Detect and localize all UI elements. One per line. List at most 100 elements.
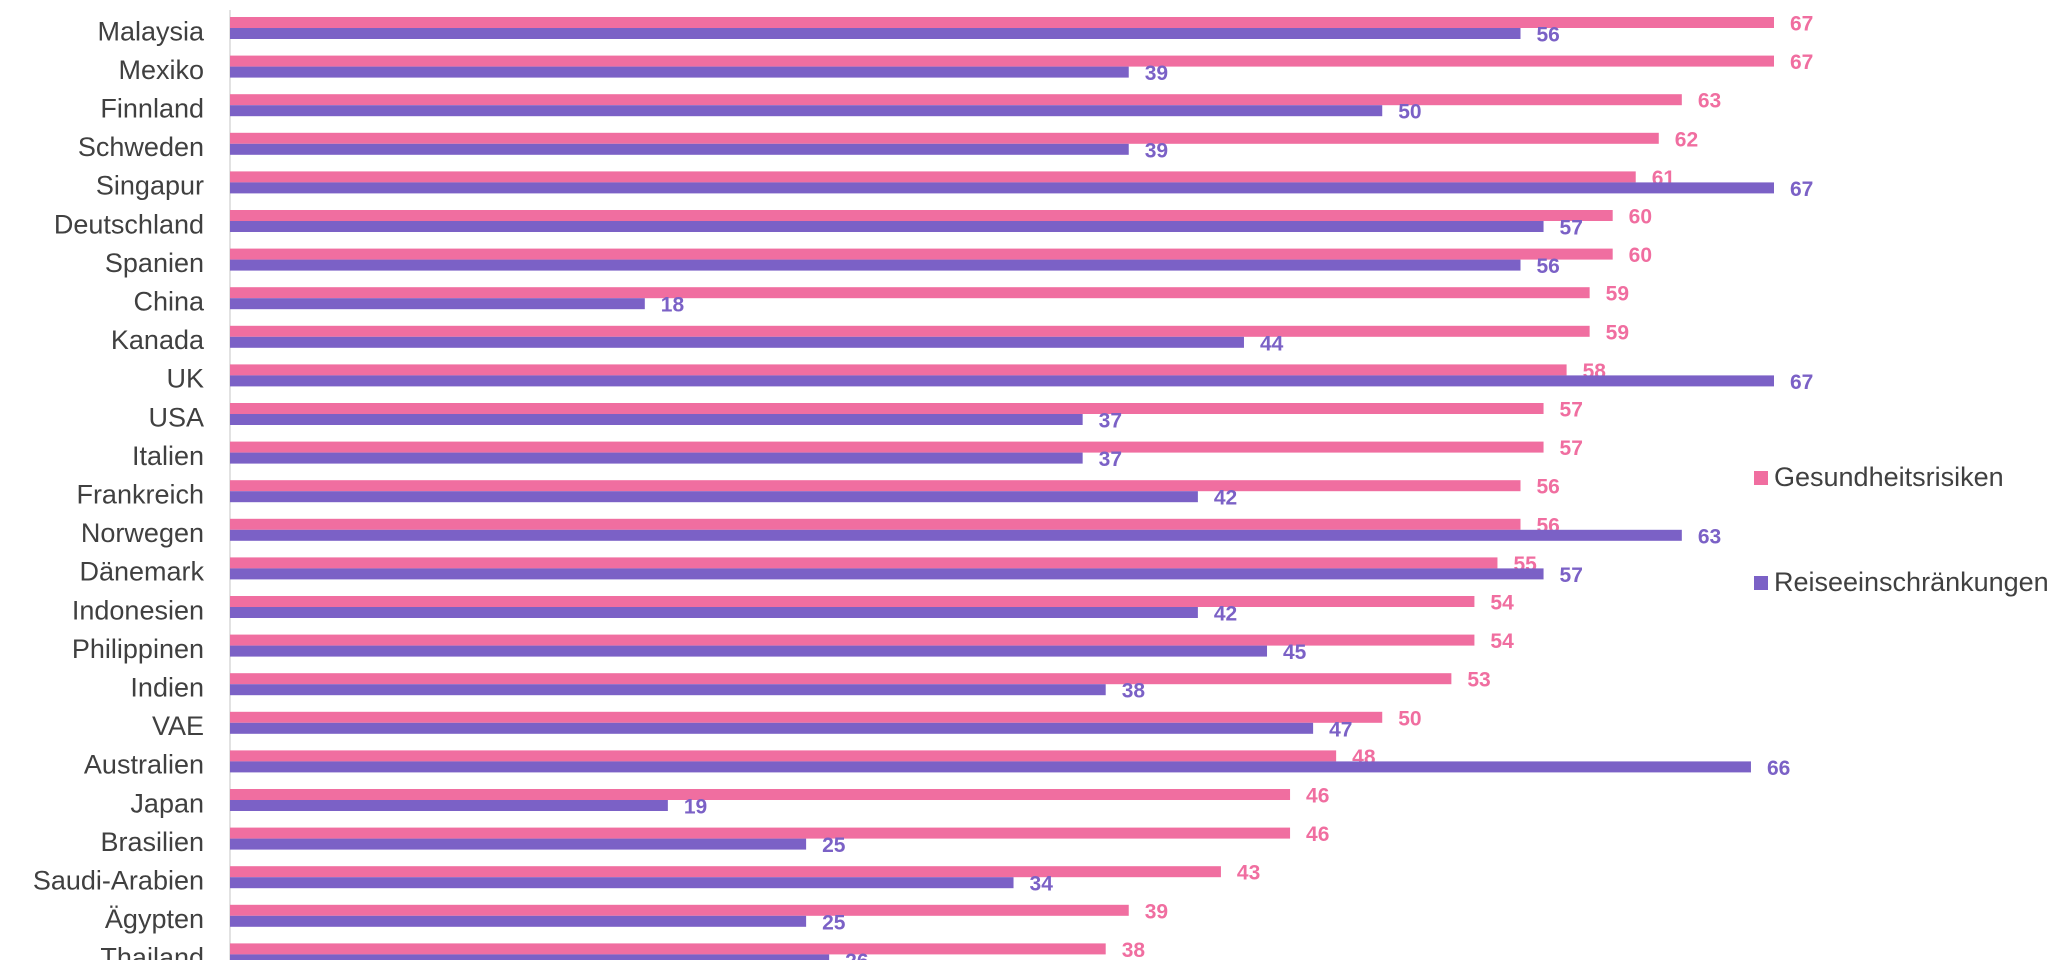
bar-reiseeinschraenkungen [230, 452, 1083, 464]
bar-reiseeinschraenkungen [230, 414, 1083, 425]
data-label-reiseeinschraenkungen: 42 [1214, 487, 1237, 510]
category-label: Australien [84, 750, 204, 780]
data-label-reiseeinschraenkungen: 39 [1145, 62, 1168, 85]
data-label-gesundheitsrisiken: 60 [1629, 206, 1652, 229]
data-label-gesundheitsrisiken: 59 [1606, 283, 1629, 306]
bar-gesundheitsrisiken [230, 325, 1590, 337]
legend-label-gesundheitsrisiken: Gesundheitsrisiken [1774, 462, 2004, 492]
bar-reiseeinschraenkungen [230, 645, 1268, 657]
category-label: Mexiko [118, 55, 204, 85]
category-label: UK [166, 364, 204, 394]
bar-reiseeinschraenkungen [230, 336, 1244, 348]
data-label-gesundheitsrisiken: 53 [1467, 669, 1490, 692]
bar-gesundheitsrisiken [230, 866, 1221, 878]
data-label-gesundheitsrisiken: 38 [1122, 939, 1146, 960]
category-label: Dänemark [79, 557, 204, 587]
data-label-reiseeinschraenkungen: 63 [1698, 525, 1721, 548]
bar-gesundheitsrisiken [230, 557, 1498, 569]
bar-gesundheitsrisiken [230, 287, 1590, 299]
bar-reiseeinschraenkungen [230, 259, 1521, 271]
bar-reiseeinschraenkungen [230, 568, 1544, 580]
data-label-gesundheitsrisiken: 67 [1790, 13, 1813, 36]
data-label-reiseeinschraenkungen: 38 [1122, 680, 1146, 703]
category-label: Ägypten [105, 904, 204, 934]
data-label-reiseeinschraenkungen: 44 [1260, 332, 1284, 355]
data-label-gesundheitsrisiken: 59 [1606, 321, 1629, 344]
data-label-gesundheitsrisiken: 62 [1675, 128, 1698, 151]
data-label-reiseeinschraenkungen: 37 [1099, 410, 1122, 433]
data-label-reiseeinschraenkungen: 47 [1329, 718, 1352, 741]
legend-swatch-gesundheitsrisiken [1754, 470, 1768, 485]
data-label-gesundheitsrisiken: 39 [1145, 900, 1168, 923]
category-label: Malaysia [97, 16, 205, 46]
bar-reiseeinschraenkungen [230, 684, 1106, 696]
bar-reiseeinschraenkungen [230, 877, 1014, 889]
data-label-reiseeinschraenkungen: 50 [1398, 101, 1421, 124]
data-label-reiseeinschraenkungen: 66 [1767, 757, 1790, 780]
data-label-reiseeinschraenkungen: 56 [1537, 24, 1560, 47]
data-label-gesundheitsrisiken: 60 [1629, 244, 1652, 267]
data-label-gesundheitsrisiken: 43 [1237, 862, 1260, 885]
data-label-reiseeinschraenkungen: 57 [1560, 564, 1583, 587]
data-label-reiseeinschraenkungen: 57 [1560, 217, 1583, 240]
category-label: Singapur [96, 171, 204, 201]
data-label-reiseeinschraenkungen: 18 [661, 294, 685, 317]
category-label: Saudi-Arabien [33, 866, 204, 896]
bar-gesundheitsrisiken [230, 711, 1383, 723]
data-label-reiseeinschraenkungen: 42 [1214, 603, 1237, 626]
bar-gesundheitsrisiken [230, 17, 1774, 28]
bar-reiseeinschraenkungen [230, 529, 1682, 541]
data-label-reiseeinschraenkungen: 19 [684, 796, 707, 819]
bar-gesundheitsrisiken [230, 634, 1475, 646]
data-label-gesundheitsrisiken: 54 [1490, 592, 1514, 615]
data-label-reiseeinschraenkungen: 25 [822, 834, 846, 857]
bar-reiseeinschraenkungen [230, 761, 1751, 773]
bar-reiseeinschraenkungen [230, 182, 1774, 194]
category-label: China [133, 287, 205, 317]
bar-gesundheitsrisiken [230, 789, 1291, 800]
bar-gesundheitsrisiken [230, 171, 1636, 183]
bar-gesundheitsrisiken [230, 248, 1613, 260]
category-label: Kanada [111, 325, 205, 355]
bar-reiseeinschraenkungen [230, 838, 807, 850]
category-label: Philippinen [72, 634, 204, 664]
category-label: Indonesien [72, 595, 204, 625]
bar-gesundheitsrisiken [230, 673, 1452, 685]
legend-label-reiseeinschraenkungen: Reiseeinschränkungen [1774, 567, 2049, 597]
bar-gesundheitsrisiken [230, 403, 1544, 414]
category-label: Finnland [100, 94, 204, 124]
bar-gesundheitsrisiken [230, 94, 1682, 106]
data-label-gesundheitsrisiken: 56 [1537, 476, 1560, 499]
bar-reiseeinschraenkungen [230, 105, 1383, 117]
bar-reiseeinschraenkungen [230, 800, 668, 811]
data-label-gesundheitsrisiken: 57 [1560, 399, 1583, 422]
legend-item-reiseeinschraenkungen: Reiseeinschränkungen [1754, 567, 2049, 598]
category-label: Spanien [105, 248, 204, 278]
bar-gesundheitsrisiken [230, 480, 1521, 492]
data-label-reiseeinschraenkungen: 25 [822, 911, 846, 934]
data-label-gesundheitsrisiken: 57 [1560, 437, 1583, 460]
data-label-gesundheitsrisiken: 67 [1790, 51, 1813, 74]
bar-gesundheitsrisiken [230, 132, 1659, 144]
bar-gesundheitsrisiken [230, 827, 1291, 839]
bar-reiseeinschraenkungen [230, 298, 645, 310]
legend-item-gesundheitsrisiken: Gesundheitsrisiken [1754, 462, 2004, 493]
data-label-gesundheitsrisiken: 46 [1306, 785, 1329, 808]
bar-reiseeinschraenkungen [230, 491, 1198, 503]
bar-gesundheitsrisiken [230, 596, 1475, 607]
category-label: Schweden [78, 132, 204, 162]
legend-swatch-reiseeinschraenkungen [1754, 575, 1768, 590]
bar-reiseeinschraenkungen [230, 722, 1314, 734]
data-label-gesundheitsrisiken: 63 [1698, 90, 1721, 113]
data-label-gesundheitsrisiken: 54 [1490, 630, 1514, 653]
category-label: USA [148, 402, 204, 432]
category-label: Thailand [100, 943, 204, 960]
bar-reiseeinschraenkungen [230, 375, 1774, 387]
data-label-reiseeinschraenkungen: 67 [1790, 371, 1813, 394]
data-label-reiseeinschraenkungen: 67 [1790, 178, 1813, 201]
bar-reiseeinschraenkungen [230, 66, 1129, 78]
data-label-reiseeinschraenkungen: 34 [1030, 873, 1054, 896]
data-label-gesundheitsrisiken: 46 [1306, 823, 1329, 846]
